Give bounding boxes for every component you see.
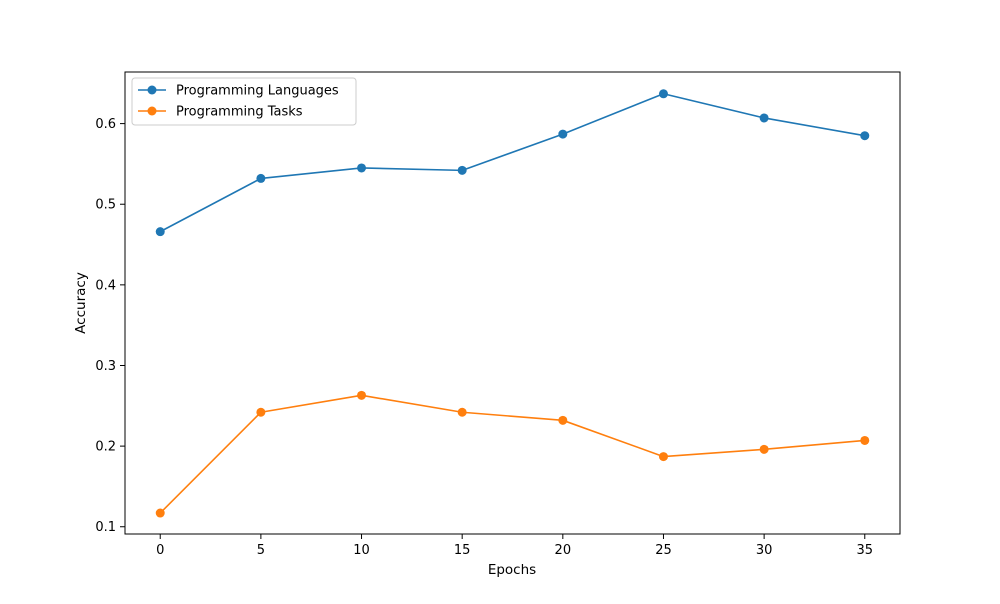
y-tick-label: 0.2 bbox=[95, 440, 116, 455]
data-point bbox=[457, 407, 467, 417]
y-tick-label: 0.6 bbox=[95, 117, 116, 132]
data-point bbox=[155, 508, 165, 518]
y-tick-label: 0.5 bbox=[95, 198, 116, 213]
x-axis-label: Epochs bbox=[488, 562, 536, 578]
legend-item: Programming Tasks bbox=[138, 105, 303, 120]
legend-label: Programming Languages bbox=[176, 84, 339, 99]
data-point bbox=[558, 129, 568, 139]
x-tick-label: 25 bbox=[655, 543, 672, 558]
series-line bbox=[159, 394, 865, 514]
data-point bbox=[860, 131, 870, 141]
legend-box bbox=[131, 77, 357, 126]
y-axis: 0.1 0.2 0.3 0.4 0.5 0.6 bbox=[95, 117, 125, 535]
legend-swatch-marker bbox=[147, 85, 157, 95]
plot-area bbox=[124, 71, 901, 535]
data-point bbox=[256, 173, 266, 183]
series-layer bbox=[155, 89, 870, 518]
legend-item: Programming Languages bbox=[138, 84, 339, 99]
data-point bbox=[759, 444, 769, 454]
x-tick-label: 20 bbox=[555, 543, 572, 558]
series-2 bbox=[155, 390, 870, 518]
legend-label: Programming Tasks bbox=[176, 105, 303, 120]
x-tick-label: 10 bbox=[353, 543, 370, 558]
legend: Programming Languages Programming Tasks bbox=[131, 77, 357, 126]
series-line bbox=[159, 92, 865, 233]
series-1 bbox=[155, 89, 870, 237]
data-point bbox=[558, 415, 568, 425]
plot-frame bbox=[124, 71, 901, 535]
data-point bbox=[860, 435, 870, 445]
y-tick-label: 0.4 bbox=[95, 278, 116, 293]
data-point bbox=[658, 89, 668, 99]
x-tick-label: 5 bbox=[257, 543, 265, 558]
y-tick-label: 0.1 bbox=[95, 520, 116, 535]
data-point bbox=[357, 390, 367, 400]
x-axis: 0 5 10 15 20 25 30 35 bbox=[156, 534, 873, 558]
x-tick-label: 30 bbox=[756, 543, 773, 558]
data-point bbox=[457, 165, 467, 175]
data-point bbox=[658, 452, 668, 462]
legend-swatch-marker bbox=[147, 106, 157, 116]
x-tick-label: 35 bbox=[856, 543, 873, 558]
x-tick-label: 0 bbox=[156, 543, 164, 558]
data-point bbox=[256, 407, 266, 417]
data-point bbox=[155, 227, 165, 237]
data-point bbox=[357, 163, 367, 173]
y-axis-label: Accuracy bbox=[73, 272, 89, 334]
data-point bbox=[759, 113, 769, 123]
y-tick-label: 0.3 bbox=[95, 359, 116, 374]
x-tick-label: 15 bbox=[454, 543, 471, 558]
